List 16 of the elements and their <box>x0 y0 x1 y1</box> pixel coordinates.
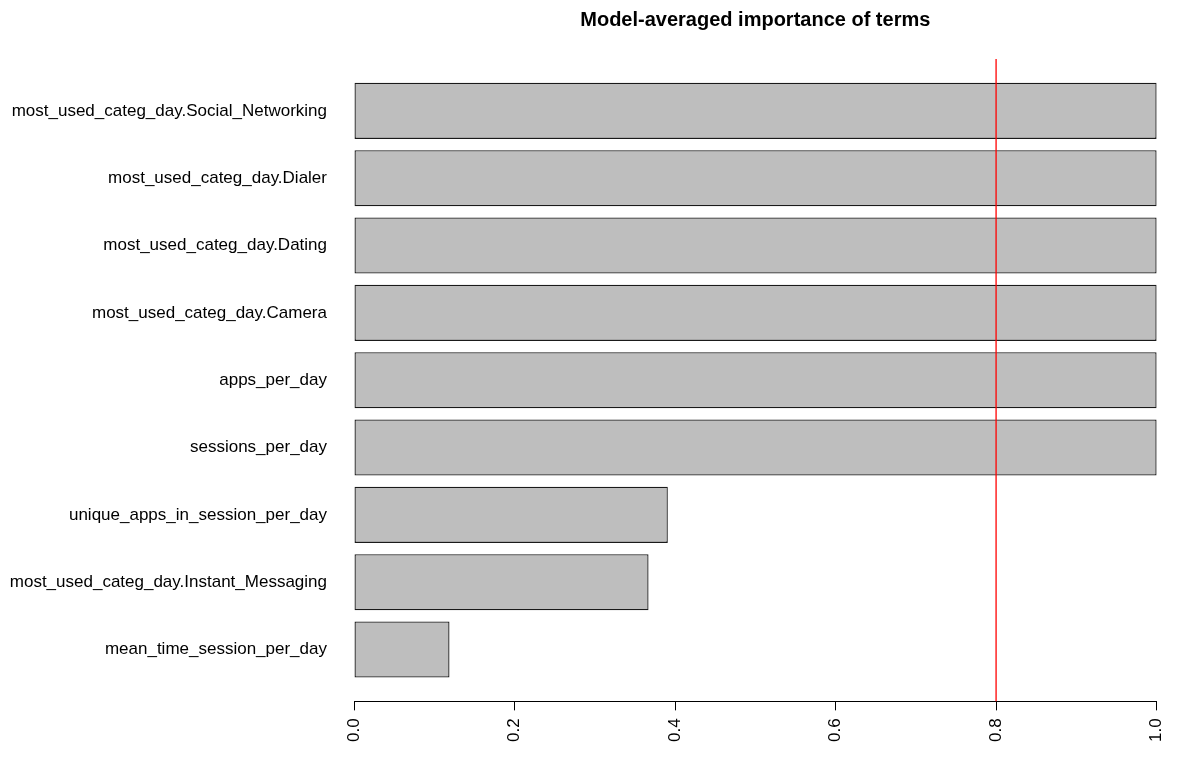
y-tick-label: unique_apps_in_session_per_day <box>68 504 328 524</box>
chart-title: Model-averaged importance of terms <box>580 7 931 30</box>
x-tick-label: 0.8 <box>985 718 1005 743</box>
y-tick-label: most_used_categ_day.Social_Networking <box>11 100 327 120</box>
y-tick-label: most_used_categ_day.Dating <box>103 235 327 255</box>
x-tick-label: 0.6 <box>825 718 845 743</box>
y-tick-label: apps_per_day <box>219 369 328 389</box>
x-tick-label: 0.0 <box>343 718 363 743</box>
y-tick-label: most_used_categ_day.Instant_Messaging <box>9 571 327 591</box>
x-tick-label: 0.2 <box>504 718 524 743</box>
x-tick-label: 1.0 <box>1146 718 1166 743</box>
y-tick-label: sessions_per_day <box>189 437 328 457</box>
y-tick-label: most_used_categ_day.Dialer <box>108 167 328 187</box>
y-tick-label: most_used_categ_day.Camera <box>92 302 328 322</box>
y-tick-label: mean_time_session_per_day <box>104 639 328 659</box>
x-tick-label: 0.4 <box>664 718 684 743</box>
